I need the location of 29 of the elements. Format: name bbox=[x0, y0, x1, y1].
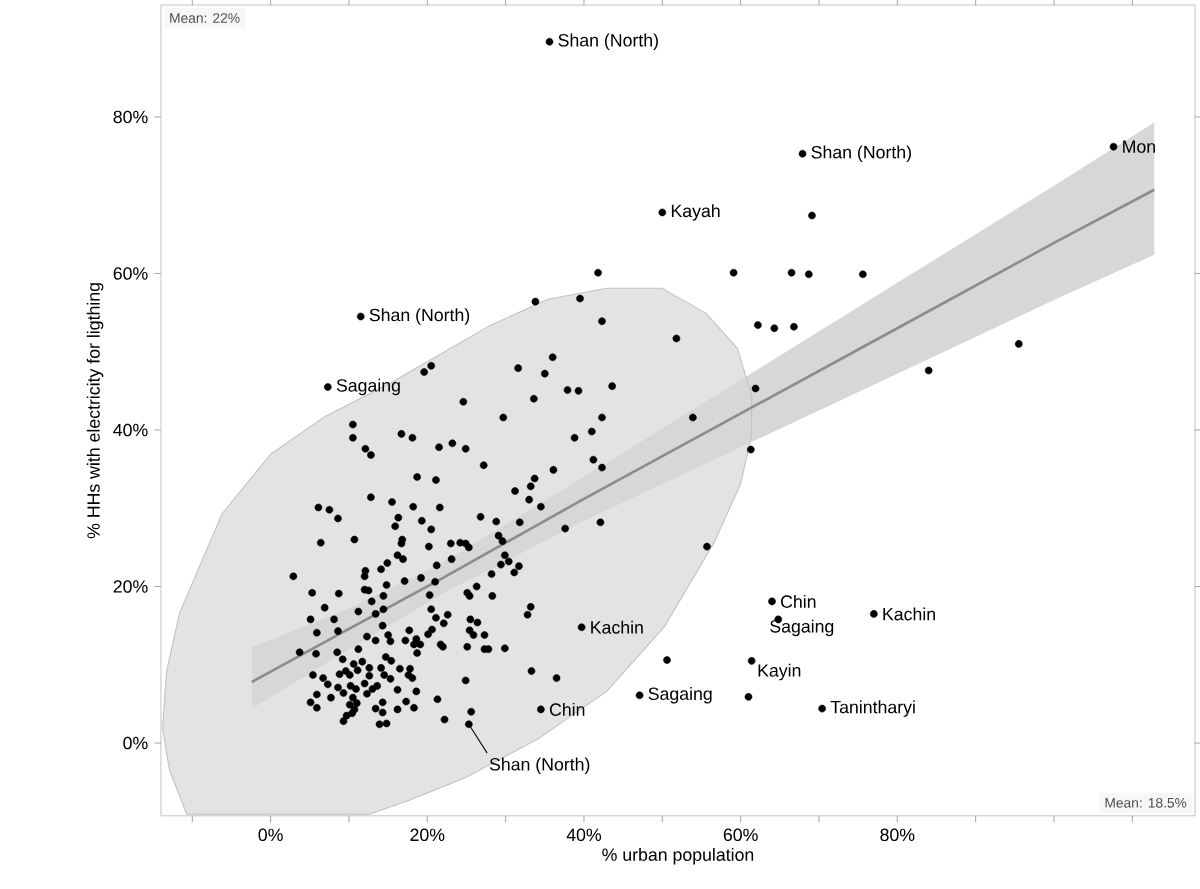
x-tick-label: 20% bbox=[410, 828, 445, 842]
annotation: Shan (North) bbox=[811, 145, 911, 162]
annotation: Chin bbox=[549, 702, 585, 716]
x-tick-label: 40% bbox=[566, 828, 602, 842]
annotation: Kachin bbox=[883, 607, 935, 621]
annotation: Chin bbox=[781, 594, 816, 608]
annotation: Kayin bbox=[758, 663, 801, 681]
annotation: Mean: 18.5% bbox=[1105, 797, 1187, 808]
x-tick-label: 0% bbox=[258, 828, 283, 842]
annotation: Sagaing bbox=[648, 687, 712, 704]
x-axis-title: % urban population bbox=[602, 847, 754, 865]
annotation: Kayah bbox=[671, 204, 720, 221]
annotation: Kachin bbox=[591, 620, 643, 634]
annotation: Mean: 22% bbox=[170, 13, 240, 23]
annotation: Sagaing bbox=[770, 619, 834, 637]
annotation: Shan (North) bbox=[369, 308, 470, 325]
x-tick-label: 60% bbox=[723, 828, 758, 842]
y-tick-label: 80% bbox=[113, 110, 148, 124]
annotation: Sagaing bbox=[336, 378, 400, 396]
annotation: Shan (North) bbox=[558, 33, 658, 51]
y-tick-label: 60% bbox=[113, 267, 148, 280]
x-tick-label: 80% bbox=[880, 828, 915, 842]
annotation: Shan (North) bbox=[489, 757, 590, 775]
y-axis-title: % HHs with electricity for ligthing bbox=[86, 283, 104, 539]
annotation: Mon bbox=[1123, 140, 1155, 153]
annotation: Tanintharyi bbox=[830, 700, 915, 717]
y-tick-label: 40% bbox=[113, 423, 148, 437]
y-tick-label: 0% bbox=[123, 736, 148, 750]
y-tick-label: 20% bbox=[113, 580, 148, 593]
